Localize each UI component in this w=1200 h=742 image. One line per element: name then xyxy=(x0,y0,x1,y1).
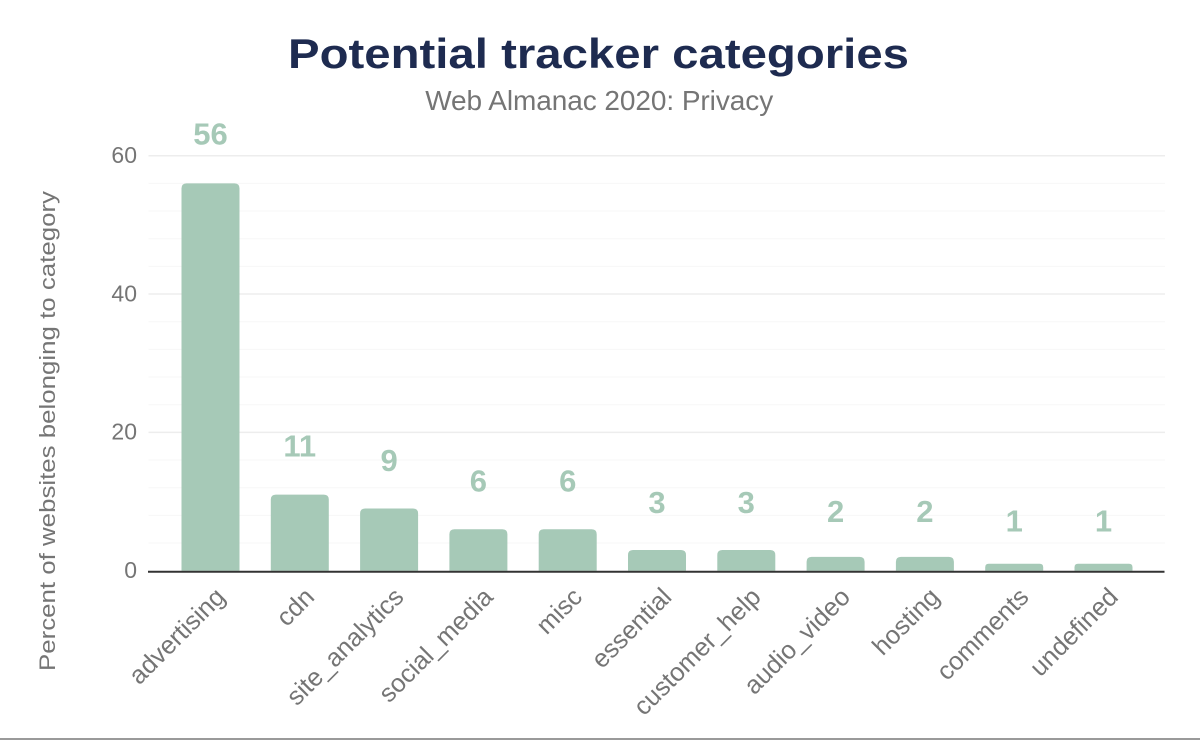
svg-text:56: 56 xyxy=(193,116,227,151)
svg-text:60: 60 xyxy=(111,142,137,168)
svg-text:3: 3 xyxy=(738,485,755,520)
svg-text:Percent of websites belonging: Percent of websites belonging to categor… xyxy=(35,191,60,671)
svg-text:2: 2 xyxy=(827,494,844,529)
svg-text:1: 1 xyxy=(1095,503,1112,538)
svg-text:0: 0 xyxy=(124,557,137,583)
svg-text:Potential tracker categories: Potential tracker categories xyxy=(288,30,909,77)
svg-text:6: 6 xyxy=(470,464,487,499)
svg-text:20: 20 xyxy=(111,419,137,445)
svg-text:11: 11 xyxy=(283,429,316,464)
svg-text:3: 3 xyxy=(648,485,665,520)
svg-text:6: 6 xyxy=(559,464,576,499)
svg-text:Web Almanac 2020: Privacy: Web Almanac 2020: Privacy xyxy=(425,85,773,116)
svg-text:9: 9 xyxy=(380,443,397,478)
svg-text:2: 2 xyxy=(916,494,933,529)
svg-text:1: 1 xyxy=(1006,503,1023,538)
svg-text:40: 40 xyxy=(111,280,137,306)
